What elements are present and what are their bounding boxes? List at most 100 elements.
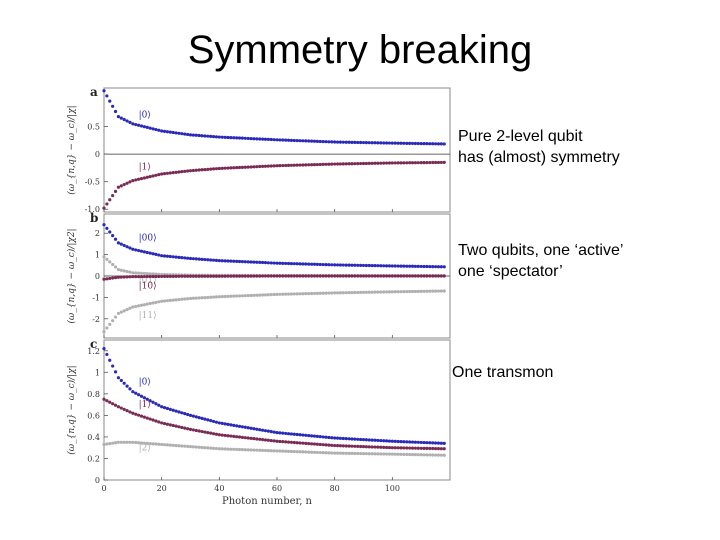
data-point xyxy=(111,276,115,280)
data-point xyxy=(399,439,403,444)
data-point xyxy=(137,123,141,127)
data-point xyxy=(188,133,193,137)
data-point xyxy=(226,447,230,451)
data-point xyxy=(260,293,265,297)
data-point xyxy=(376,161,380,165)
data-point xyxy=(321,443,325,447)
data-point xyxy=(142,274,146,279)
data-point xyxy=(416,274,420,278)
data-point xyxy=(384,264,389,268)
data-point xyxy=(131,390,135,394)
data-point xyxy=(105,94,109,98)
data-point xyxy=(318,442,322,447)
data-point xyxy=(217,259,221,263)
data-point xyxy=(341,162,345,166)
data-point xyxy=(439,265,443,269)
data-point xyxy=(281,440,285,444)
data-point xyxy=(105,399,109,403)
data-point xyxy=(180,256,184,260)
data-point xyxy=(284,440,288,444)
data-point xyxy=(405,289,409,294)
data-point xyxy=(191,274,195,278)
data-point xyxy=(338,162,343,166)
data-point xyxy=(209,295,213,299)
data-point xyxy=(304,274,308,278)
data-point xyxy=(405,274,409,278)
data-point xyxy=(333,443,337,448)
data-point xyxy=(431,274,435,278)
data-point xyxy=(145,175,149,179)
data-point xyxy=(353,437,357,441)
data-point xyxy=(217,274,221,278)
data-point xyxy=(171,423,175,428)
data-point xyxy=(433,453,438,457)
data-point xyxy=(154,272,158,276)
data-point xyxy=(396,446,400,450)
data-point xyxy=(102,206,106,210)
data-point xyxy=(272,164,276,168)
data-point xyxy=(338,291,343,295)
data-point xyxy=(269,164,273,168)
y-tick-label: -1.0 xyxy=(85,205,100,214)
data-point xyxy=(370,445,374,449)
data-point xyxy=(359,263,363,267)
data-point xyxy=(131,305,135,309)
data-point xyxy=(119,275,123,279)
data-point xyxy=(191,296,195,300)
data-point xyxy=(315,434,319,438)
data-point xyxy=(148,272,152,276)
data-point xyxy=(260,164,265,168)
data-point xyxy=(272,274,276,278)
data-point xyxy=(275,439,279,443)
data-point xyxy=(278,449,282,453)
data-point xyxy=(307,433,311,438)
data-point xyxy=(370,263,374,268)
data-point xyxy=(125,275,129,279)
data-point xyxy=(168,423,172,427)
data-point xyxy=(416,446,420,450)
data-point xyxy=(102,223,106,227)
series-label: |1⟩ xyxy=(139,400,151,410)
data-point xyxy=(266,164,270,168)
data-point xyxy=(108,358,112,362)
data-point xyxy=(217,295,221,299)
data-point xyxy=(361,445,366,449)
data-point xyxy=(116,185,121,189)
data-point xyxy=(206,258,210,262)
data-point xyxy=(341,140,345,144)
data-point xyxy=(151,272,155,276)
data-point xyxy=(266,293,270,297)
data-point xyxy=(128,120,132,124)
data-point xyxy=(376,264,380,268)
data-point xyxy=(263,164,268,168)
data-point xyxy=(137,248,141,253)
data-point xyxy=(122,381,126,385)
data-point xyxy=(402,141,406,145)
data-point xyxy=(154,127,158,132)
data-point xyxy=(220,274,224,278)
data-point xyxy=(255,293,259,297)
data-point xyxy=(263,261,268,265)
data-point xyxy=(333,451,337,455)
data-point xyxy=(246,448,250,452)
data-point xyxy=(286,261,291,266)
data-point xyxy=(186,444,190,448)
data-point xyxy=(410,452,415,457)
data-point xyxy=(405,161,409,165)
data-point xyxy=(335,274,340,278)
data-point xyxy=(307,450,311,454)
data-point xyxy=(359,290,363,295)
data-point xyxy=(180,444,184,448)
data-point xyxy=(183,132,187,136)
data-point xyxy=(226,294,230,298)
data-point xyxy=(237,447,242,452)
data-point xyxy=(399,274,403,278)
data-point xyxy=(165,299,170,303)
data-point xyxy=(171,171,175,175)
data-point xyxy=(364,445,368,449)
data-point xyxy=(333,263,337,267)
data-point xyxy=(335,451,340,455)
data-point xyxy=(246,136,250,141)
data-point xyxy=(318,139,322,144)
